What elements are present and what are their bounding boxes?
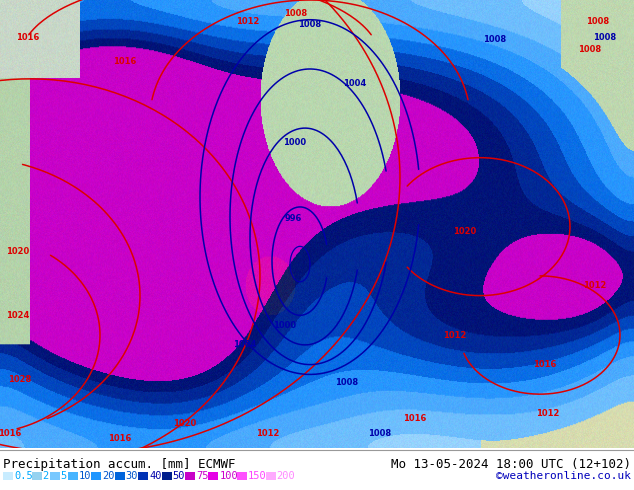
- Text: Mo 13-05-2024 18:00 UTC (12+102): Mo 13-05-2024 18:00 UTC (12+102): [391, 458, 631, 471]
- Text: 1012: 1012: [236, 17, 260, 26]
- Text: 1008: 1008: [484, 35, 507, 44]
- Text: 10: 10: [79, 471, 91, 481]
- Bar: [32, 472, 42, 480]
- Bar: [266, 472, 276, 480]
- Text: 1020: 1020: [453, 227, 477, 236]
- Text: 1016: 1016: [403, 414, 427, 423]
- Text: 100: 100: [219, 471, 238, 481]
- Text: 1008: 1008: [578, 45, 602, 54]
- Text: 1012: 1012: [256, 429, 280, 438]
- Text: 200: 200: [276, 471, 295, 481]
- Text: 40: 40: [149, 471, 162, 481]
- Text: 1016: 1016: [16, 33, 40, 42]
- Text: 30: 30: [126, 471, 138, 481]
- Text: 1016: 1016: [533, 360, 557, 369]
- Text: 0.5: 0.5: [14, 471, 33, 481]
- Bar: [3, 472, 13, 480]
- Bar: [91, 472, 101, 480]
- Text: 996: 996: [284, 214, 302, 223]
- Text: 1020: 1020: [173, 419, 197, 428]
- Text: 1028: 1028: [8, 375, 32, 384]
- Text: 1016: 1016: [108, 434, 132, 443]
- Text: 1016: 1016: [113, 56, 137, 66]
- Text: 1016: 1016: [0, 429, 22, 438]
- Text: 1000: 1000: [273, 320, 297, 330]
- Text: Precipitation accum. [mm] ECMWF: Precipitation accum. [mm] ECMWF: [3, 458, 235, 471]
- Bar: [115, 472, 125, 480]
- Text: 50: 50: [172, 471, 185, 481]
- Text: 1008: 1008: [586, 17, 609, 26]
- Text: 1008: 1008: [368, 429, 392, 438]
- Text: 1012: 1012: [583, 281, 607, 290]
- Text: 1024: 1024: [6, 311, 30, 320]
- Text: 1012: 1012: [536, 409, 560, 418]
- Text: 1004: 1004: [233, 341, 257, 349]
- Text: 2: 2: [42, 471, 49, 481]
- Bar: [162, 472, 172, 480]
- Bar: [185, 472, 195, 480]
- Text: 1008: 1008: [285, 9, 307, 18]
- Bar: [68, 472, 78, 480]
- Text: 1012: 1012: [443, 331, 467, 340]
- Text: 20: 20: [103, 471, 115, 481]
- Bar: [138, 472, 148, 480]
- Text: 75: 75: [196, 471, 209, 481]
- Bar: [237, 472, 247, 480]
- Text: 1000: 1000: [283, 138, 307, 147]
- Text: 1020: 1020: [6, 247, 30, 256]
- Text: 1008: 1008: [335, 378, 359, 387]
- Bar: [209, 472, 218, 480]
- Text: 1008: 1008: [299, 20, 321, 29]
- Bar: [50, 472, 60, 480]
- Text: 5: 5: [61, 471, 67, 481]
- Text: ©weatheronline.co.uk: ©weatheronline.co.uk: [496, 471, 631, 481]
- Text: 1004: 1004: [344, 79, 366, 88]
- Text: 150: 150: [248, 471, 267, 481]
- Text: 1008: 1008: [593, 33, 616, 42]
